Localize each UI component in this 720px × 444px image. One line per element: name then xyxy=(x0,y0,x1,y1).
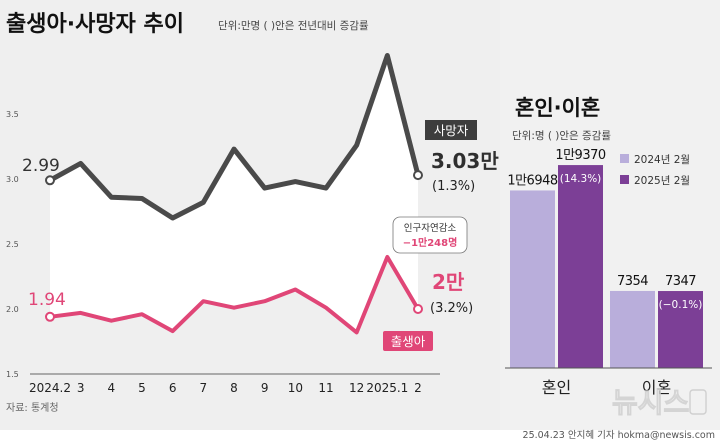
births-line xyxy=(48,255,420,335)
x-tick-label: 11 xyxy=(318,381,333,395)
x-tick-label: 8 xyxy=(230,381,238,395)
births-name: 출생아 xyxy=(391,334,426,349)
deaths-series xyxy=(45,53,423,221)
credit-line: 25.04.23 안지혜 기자 hokma@newsis.com xyxy=(523,429,715,441)
x-tick-label: 2 xyxy=(414,381,422,395)
y-tick-label: 2.0 xyxy=(6,305,19,314)
deaths-end-change: (1.3%) xyxy=(432,179,475,194)
bar-change-label: (−0.1%) xyxy=(659,299,703,311)
births-end-label: 2만 xyxy=(432,270,465,294)
x-tick-label: 12 xyxy=(349,381,364,395)
births-name-badge xyxy=(383,331,433,351)
bar-value-label: 7347 xyxy=(665,274,696,289)
x-tick-label: 4 xyxy=(108,381,116,395)
deaths-point xyxy=(413,170,423,181)
legend-swatch-2024 xyxy=(620,154,629,163)
natural-decrease-box xyxy=(392,216,468,254)
legend-swatch-2025 xyxy=(620,175,629,184)
bar-change-label: (14.3%) xyxy=(560,173,602,185)
x-tick-label: 7 xyxy=(200,381,208,395)
bar-marriage-2024 xyxy=(510,190,555,368)
births-end-change: (3.2%) xyxy=(430,301,473,316)
bar-marriage-2025 xyxy=(558,165,603,368)
y-axis-ticks: 1.5 2.0 2.5 3.0 3.5 xyxy=(6,110,19,379)
births-point xyxy=(413,304,423,314)
footer-strip xyxy=(0,430,720,444)
natural-decrease-label: 인구자연감소 xyxy=(404,222,457,234)
bar-value-label: 7354 xyxy=(617,274,648,289)
x-tick-label: 9 xyxy=(261,381,269,395)
legend-label-2025: 2025년 2월 xyxy=(634,175,690,187)
deaths-name-badge xyxy=(425,120,477,140)
bar-series: 1만6948 1만9370 (14.3%) 7354 7347 (−0.1%) xyxy=(507,148,703,368)
bar-divorce-2024 xyxy=(610,290,655,368)
deaths-name: 사망자 xyxy=(434,123,469,138)
bar-category-label: 이혼 xyxy=(642,378,671,397)
x-tick-label: 5 xyxy=(138,381,146,395)
births-point xyxy=(45,311,55,322)
line-chart-area-fill xyxy=(50,55,418,333)
x-tick-label: 10 xyxy=(288,381,303,395)
x-tick-label: 3 xyxy=(77,381,85,395)
natural-decrease-value: −1만248명 xyxy=(403,236,458,249)
x-tick-label: 2024.2 xyxy=(29,381,71,395)
y-tick-label: 3.5 xyxy=(6,110,19,119)
x-tick-label: 2025.1 xyxy=(366,381,408,395)
page-title: 출생아·사망자 추이 xyxy=(6,12,184,37)
x-axis-ticks: 2024.2 3 4 5 6 7 8 9 10 11 12 2025.1 2 xyxy=(29,381,422,395)
bar-categories: 혼인 이혼 xyxy=(542,378,671,397)
deaths-point xyxy=(45,175,55,186)
legend-label-2024: 2024년 2월 xyxy=(634,154,690,166)
source-note: 자료: 통계청 xyxy=(6,402,59,414)
y-tick-label: 2.5 xyxy=(6,240,19,249)
unit-note: 단위:만명 ( )안은 전년대비 증감률 xyxy=(218,19,369,32)
births-series xyxy=(45,255,423,335)
deaths-start-label: 2.99 xyxy=(22,156,60,176)
watermark: 뉴시스 xyxy=(612,386,689,419)
x-tick-label: 6 xyxy=(169,381,177,395)
watermark-logo xyxy=(689,389,707,415)
bar-value-label: 1만6948 xyxy=(507,173,558,188)
y-tick-label: 3.0 xyxy=(6,175,19,184)
bar-divorce-2025 xyxy=(658,291,703,368)
y-tick-label: 1.5 xyxy=(6,370,19,379)
births-start-label: 1.94 xyxy=(28,290,66,310)
bar-chart-title: 혼인·이혼 xyxy=(515,96,600,120)
bar-category-label: 혼인 xyxy=(542,378,571,397)
deaths-end-label: 3.03만 xyxy=(431,149,499,173)
bar-value-label: 1만9370 xyxy=(555,148,606,163)
bar-chart-unit: 단위:명 ( )안은 증감률 xyxy=(512,129,611,142)
deaths-line xyxy=(47,53,421,221)
